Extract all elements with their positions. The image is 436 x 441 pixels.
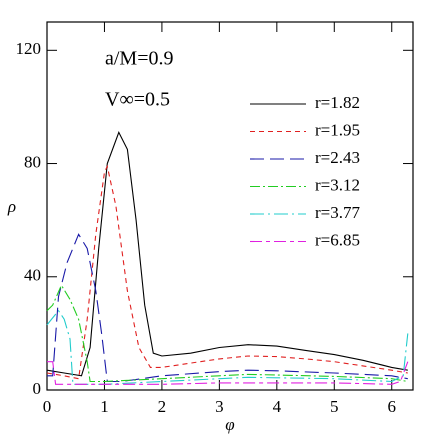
legend-label: r=6.85 [315,230,360,249]
y-axis-label: ρ [7,197,16,216]
x-tick-label: 2 [158,397,167,416]
plot-frame [46,21,414,391]
y-tick-label: 80 [24,152,41,171]
legend-label: r=3.77 [315,203,360,222]
x-tick-label: 6 [387,397,396,416]
series-line [46,284,408,383]
series-line [46,164,408,380]
x-tick-label: 1 [100,397,109,416]
x-tick-label: 4 [273,397,282,416]
legend-label: r=3.12 [315,175,360,194]
series-line [47,361,409,385]
x-tick-label: 5 [330,397,339,416]
legend-label: r=1.95 [315,120,360,139]
annotation: a/M=0.9 [105,48,174,70]
legend-label: r=2.43 [315,148,360,167]
annotation: V∞=0.5 [105,89,170,111]
series-line [46,309,409,385]
x-tick-label: 0 [43,397,52,416]
series-line [46,131,408,377]
series-line [47,233,408,383]
x-axis-label: φ [225,415,234,434]
y-tick-label: 0 [33,379,42,398]
x-tick-label: 3 [215,397,224,416]
y-tick-label: 120 [16,39,42,58]
legend-label: r=1.82 [315,93,360,112]
y-tick-label: 40 [24,266,41,285]
